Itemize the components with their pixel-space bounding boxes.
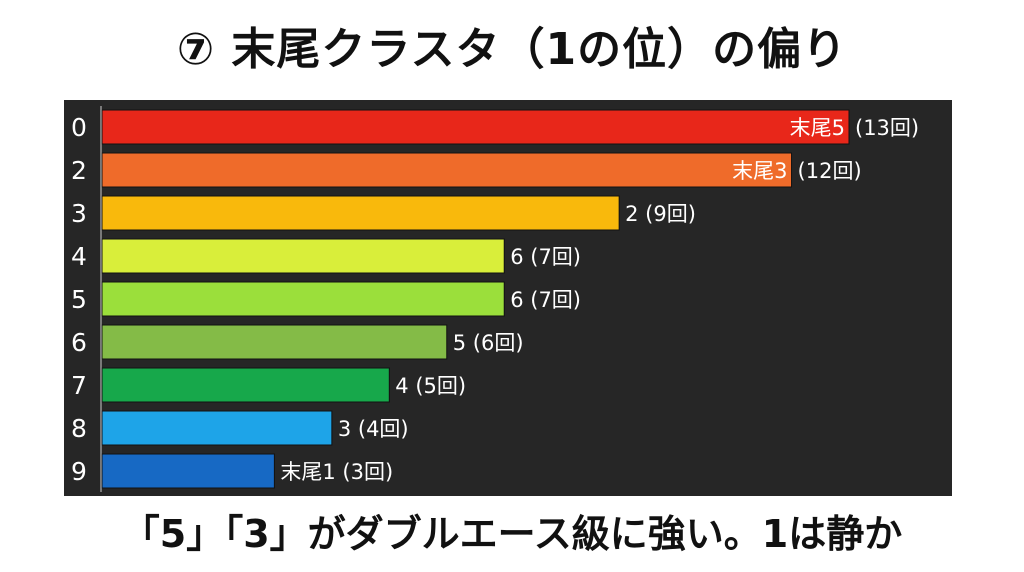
- bar: [101, 281, 505, 317]
- category-label: 3: [71, 199, 87, 228]
- category-label: 6: [71, 328, 87, 357]
- bar: [101, 324, 448, 360]
- bar-value-label: 末尾1 (3回): [280, 460, 393, 484]
- bar: [101, 410, 333, 446]
- bar-value-label: (13回): [855, 116, 919, 140]
- footer-caption: 「5」「3」がダブルエース級に強い。1は静か: [121, 512, 903, 556]
- chart-panel: 0 末尾5 (13回) 2 末尾3 (12回) 3 2 (9回) 4 6 (7回) 5 6 (7回) 6…: [64, 100, 952, 496]
- category-label: 2: [71, 156, 87, 185]
- bar-inside-label: 末尾3: [732, 159, 787, 183]
- bar: [101, 367, 390, 403]
- category-label: 4: [71, 242, 87, 271]
- bar: [101, 453, 275, 489]
- category-label: 5: [71, 285, 87, 314]
- bar: [101, 109, 850, 145]
- bar-chart: 0 末尾5 (13回) 2 末尾3 (12回) 3 2 (9回) 4 6 (7回) 5 6 (7回) 6…: [71, 106, 919, 492]
- category-label: 7: [71, 371, 87, 400]
- bar-value-label: 3 (4回): [338, 417, 409, 441]
- category-label: 8: [71, 414, 87, 443]
- bar: [101, 152, 793, 188]
- bar-value-label: 5 (6回): [453, 331, 524, 355]
- bar-value-label: 4 (5回): [395, 374, 466, 398]
- bar-value-label: 2 (9回): [625, 202, 696, 226]
- bar-inside-label: 末尾5: [790, 116, 845, 140]
- category-label: 9: [71, 457, 87, 486]
- bar-value-label: 6 (7回): [510, 288, 581, 312]
- bars-layer: 0 末尾5 (13回) 2 末尾3 (12回) 3 2 (9回) 4 6 (7回) 5 6 (7回) 6…: [71, 109, 919, 489]
- category-label: 0: [71, 113, 87, 142]
- bar: [101, 238, 505, 274]
- bar-value-label: (12回): [798, 159, 862, 183]
- bar: [101, 195, 620, 231]
- bar-value-label: 6 (7回): [510, 245, 581, 269]
- page-title: ⑦ 末尾クラスタ（1の位）の偏り: [176, 24, 848, 75]
